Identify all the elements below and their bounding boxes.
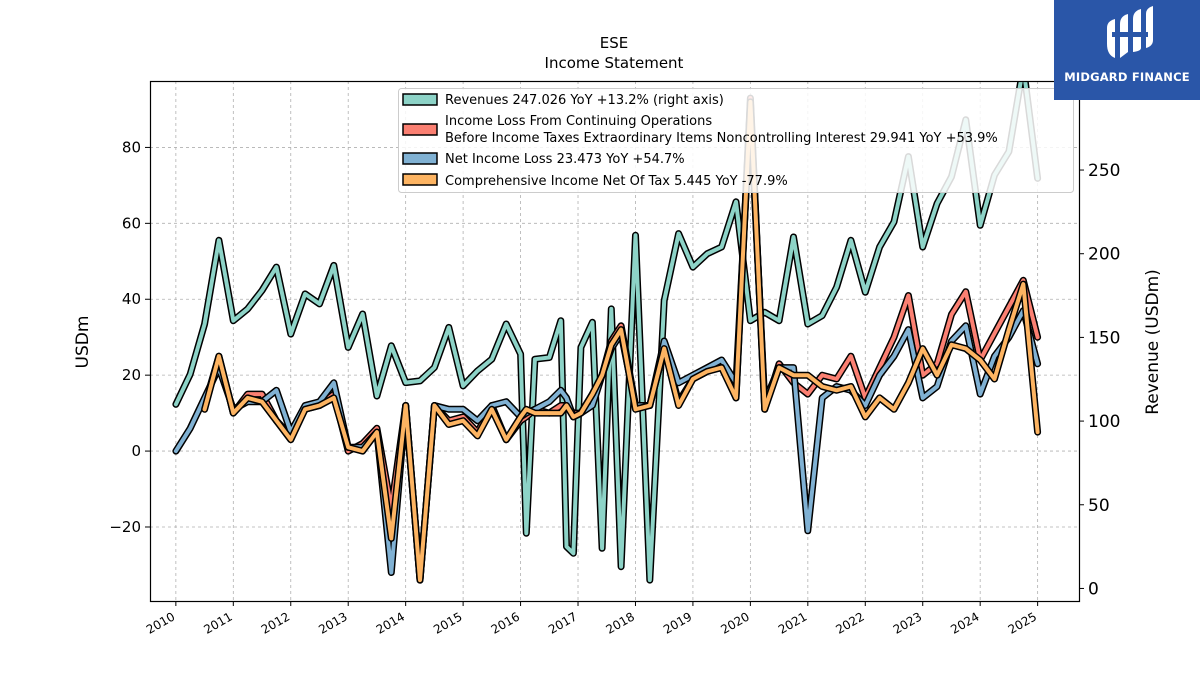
y-tick-label: 80 [122,138,141,156]
logo-brand-text: MIDGARD FINANCE [1064,70,1190,84]
legend: Revenues 247.026 YoY +13.2% (right axis)… [398,88,1074,193]
x-tick-label: 2018 [604,609,637,636]
legend-label-revenues: Revenues 247.026 YoY +13.2% (right axis) [445,93,724,108]
x-tick-label: 2024 [948,609,981,636]
x-tick-label: 2020 [718,609,751,636]
legend-swatch-net-income [402,152,438,165]
y-tick-label: 60 [122,214,141,232]
x-tick-label: 2023 [891,609,924,636]
midgard-finance-logo: MIDGARD FINANCE [1054,0,1200,100]
x-tick-label: 2016 [489,609,522,636]
legend-swatch-pretax-income [402,123,438,136]
x-axis-ticks: 2010 2011 2012 2013 2014 2015 2016 2017 2018 2019… [144,601,1039,637]
y2-tick-label: 0 [1088,579,1099,599]
x-tick-label: 2025 [1006,609,1039,636]
y2-axis-label: Revenue (USDm) [1143,269,1163,415]
legend-label-comprehensive-income: Comprehensive Income Net Of Tax 5.445 Yo… [445,174,788,189]
y-tick-label: 40 [122,290,141,308]
x-tick-label: 2019 [661,609,694,636]
legend-label-net-income: Net Income Loss 23.473 YoY +54.7% [445,152,685,167]
x-tick-label: 2017 [546,609,579,636]
x-tick-label: 2022 [833,609,866,636]
y2-tick-label: 250 [1088,161,1120,181]
y-tick-label: −20 [109,518,141,536]
logo-mark-icon [1107,6,1153,58]
chart-title: ESE [600,34,628,52]
revenues-line [173,81,1040,583]
y2-tick-label: 200 [1088,245,1120,265]
y-tick-label: 0 [131,442,141,460]
legend-label-pretax-line1: Income Loss From Continuing Operations [445,114,712,129]
y2-tick-label: 100 [1088,412,1120,432]
legend-label-pretax-line2: Before Income Taxes Extraordinary Items … [445,131,998,146]
y-tick-label: 20 [122,366,141,384]
series-lines [172,81,1042,584]
legend-swatch-revenues [402,93,438,106]
x-tick-label: 2013 [316,609,349,636]
x-tick-label: 2012 [259,609,292,636]
legend-label-pretax-income: Income Loss From Continuing Operations B… [445,114,998,146]
left-axis-ticks: −20 0 20 40 60 80 [109,138,150,536]
x-tick-label: 2021 [776,609,809,636]
chart-subtitle: Income Statement [545,54,684,72]
y-axis-label: USDm [73,316,93,369]
x-tick-label: 2011 [201,609,234,636]
x-tick-label: 2015 [431,609,464,636]
y2-tick-label: 150 [1088,328,1120,348]
comprehensive-income-line [202,99,1040,583]
legend-box [398,88,1074,193]
net-income-line [173,107,1040,583]
x-tick-label: 2014 [374,609,407,636]
x-tick-label: 2010 [144,609,177,636]
plot-frame [149,80,1081,603]
legend-swatch-comprehensive-income [402,173,438,186]
right-axis-ticks: 050100150200250300 [1079,77,1120,599]
y2-tick-label: 50 [1088,496,1110,516]
